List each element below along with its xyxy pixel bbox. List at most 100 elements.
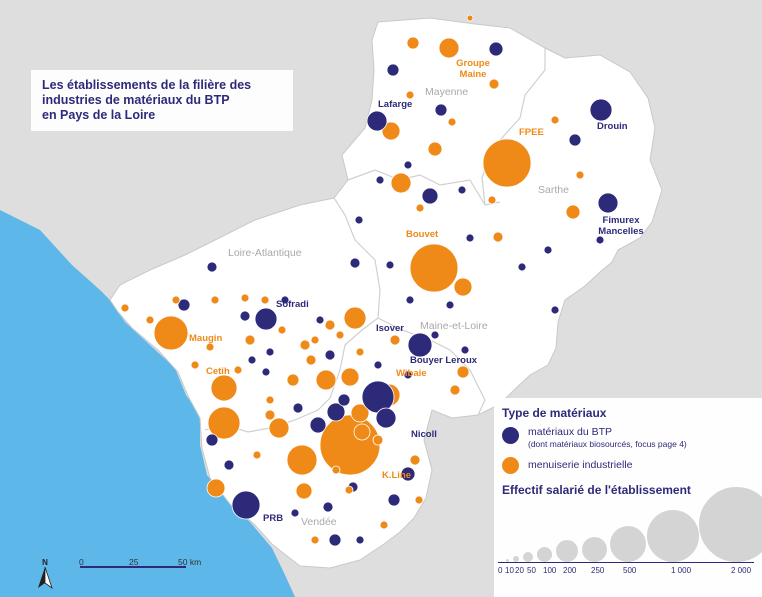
establishment-circle-orange	[335, 330, 345, 340]
legend-blue-sub: (dont matériaux biosourcés, focus page 4…	[528, 439, 687, 449]
establishment-circle-blue	[366, 110, 388, 132]
establishment-circle-orange	[453, 277, 473, 297]
establishment-circle-blue	[322, 501, 334, 513]
establishment-circle-orange	[372, 434, 384, 446]
establishment-circle-blue	[589, 98, 613, 122]
establishment-circle-blue	[434, 103, 448, 117]
establishment-circle-orange	[344, 485, 354, 495]
dept-label-sarthe: Sarthe	[538, 184, 569, 196]
label-lafarge: Lafarge	[378, 99, 413, 110]
establishment-circle-orange	[438, 37, 460, 59]
label-k-line: K.Line	[382, 470, 412, 481]
scale-bar	[80, 566, 186, 568]
establishment-circle-orange	[340, 367, 360, 387]
establishment-circle-blue	[265, 347, 275, 357]
establishment-circle-orange	[207, 406, 241, 440]
establishment-circle-orange	[324, 319, 336, 331]
establishment-circle-orange	[390, 172, 412, 194]
north-arrow-shape-icon	[38, 566, 53, 590]
label-groupe-maine: Groupe Maine	[456, 58, 490, 80]
establishment-circle-blue	[465, 233, 475, 243]
establishment-circle-blue	[375, 407, 397, 429]
size-tick: 250	[591, 566, 605, 575]
establishment-circle-blue	[597, 192, 619, 214]
establishment-circle-blue	[337, 393, 351, 407]
establishment-circle-orange	[252, 450, 262, 460]
establishment-circle-orange	[286, 444, 318, 476]
establishment-circle-orange	[260, 295, 270, 305]
establishment-circle-blue	[595, 235, 605, 245]
establishment-circle-orange	[310, 335, 320, 345]
establishment-circle-blue	[400, 466, 416, 482]
establishment-circle-blue	[550, 305, 560, 315]
establishment-circle-orange	[190, 360, 200, 370]
establishment-circle-orange	[277, 325, 287, 335]
establishment-circle-blue	[457, 185, 467, 195]
establishment-circle-blue	[421, 187, 439, 205]
establishment-circle-orange	[449, 384, 461, 396]
establishment-circle-orange	[343, 306, 367, 330]
legend-blue-label-wrap: matériaux du BTP (dont matériaux biosour…	[528, 426, 687, 450]
size-bubble	[536, 546, 553, 563]
size-bubble	[698, 486, 762, 563]
size-bubble	[646, 509, 700, 563]
establishment-circle-orange	[447, 117, 457, 127]
establishment-circle-blue	[280, 295, 290, 305]
establishment-circle-blue	[405, 295, 415, 305]
establishment-circle-blue	[328, 533, 342, 547]
establishment-circle-orange	[295, 482, 313, 500]
establishment-circle-blue	[387, 493, 401, 507]
establishment-circle-blue	[326, 402, 346, 422]
label-maugin: Maugin	[189, 333, 223, 344]
dept-label-maine-et-loire: Maine-et-Loire	[420, 320, 488, 332]
establishment-circle-orange	[319, 414, 381, 476]
map-legend: Type de matériaux matériaux du BTP (dont…	[494, 398, 762, 597]
establishment-circle-blue	[349, 257, 361, 269]
map-title-line-3: en Pays de la Loire	[42, 108, 156, 122]
establishment-circle-blue	[231, 490, 261, 520]
size-bubble	[581, 536, 608, 563]
label-sofradi: Sofradi	[276, 299, 309, 310]
establishment-circle-orange	[414, 495, 424, 505]
legend-row-orange: menuiserie industrielle	[502, 456, 762, 474]
establishment-circle-orange	[268, 417, 290, 439]
size-tick: 1 000	[671, 566, 692, 575]
establishment-circle-orange	[145, 315, 155, 325]
establishment-circle-orange	[482, 138, 532, 188]
establishment-circle-blue	[403, 160, 413, 170]
establishment-circle-blue	[315, 315, 325, 325]
size-bubble	[555, 539, 579, 563]
establishment-circle-blue	[239, 310, 251, 322]
label-nicoll: Nicoll	[411, 429, 437, 440]
establishment-circle-orange	[210, 295, 220, 305]
establishment-circle-blue	[517, 262, 527, 272]
label-fimurex-mancelles: Fimurex Mancelles	[598, 215, 644, 237]
establishment-circle-orange	[299, 339, 311, 351]
legend-orange-dot-icon	[502, 457, 519, 474]
establishment-circle-blue	[355, 535, 365, 545]
establishment-circle-orange	[492, 231, 504, 243]
establishment-circle-orange	[550, 115, 560, 125]
establishment-circle-blue	[385, 260, 395, 270]
establishment-circle-orange	[233, 365, 243, 375]
north-arrow-icon: N	[36, 558, 54, 590]
map-title-line-2: industries de matériaux du BTP	[42, 93, 230, 107]
establishment-circle-orange	[206, 478, 226, 498]
establishment-circle-blue	[407, 332, 433, 358]
establishment-circle-orange	[210, 374, 238, 402]
size-tick: 500	[623, 566, 637, 575]
establishment-circle-orange	[575, 170, 585, 180]
establishment-circle-orange	[406, 36, 420, 50]
legend-size-scale: 0 10 20 50 100 200 250 500 1 000 2 000	[498, 486, 762, 592]
establishment-circle-blue	[386, 63, 400, 77]
dept-borders	[204, 48, 546, 433]
establishment-circle-orange	[355, 347, 365, 357]
legend-size-title: Effectif salarié de l'établissement	[502, 483, 691, 497]
establishment-circle-orange	[315, 369, 337, 391]
establishment-circle-blue	[254, 307, 278, 331]
establishment-circle-orange	[415, 203, 425, 213]
establishment-circle-orange	[379, 520, 389, 530]
establishment-circle-orange	[310, 535, 320, 545]
